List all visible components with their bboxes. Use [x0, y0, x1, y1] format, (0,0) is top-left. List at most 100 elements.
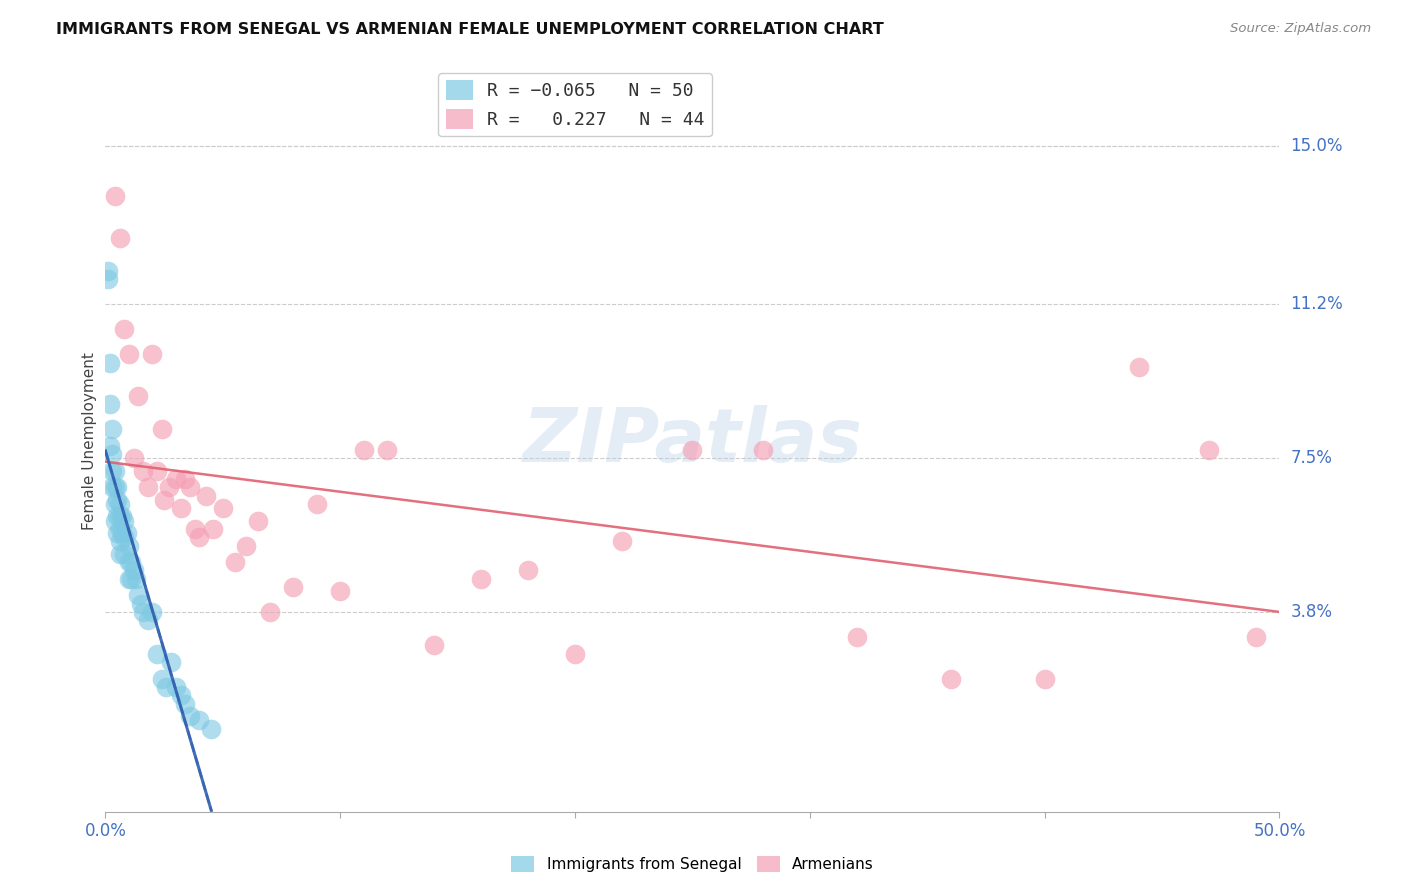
Point [118, 539, 141, 553]
Point [104, 189, 127, 203]
Point [132, 464, 155, 478]
Point [141, 605, 163, 619]
Point [845, 630, 868, 644]
Point [136, 480, 159, 494]
Point [235, 539, 257, 553]
Text: IMMIGRANTS FROM SENEGAL VS ARMENIAN FEMALE UNEMPLOYMENT CORRELATION CHART: IMMIGRANTS FROM SENEGAL VS ARMENIAN FEMA… [56, 22, 884, 37]
Point [115, 526, 138, 541]
Text: 3.8%: 3.8% [1291, 603, 1333, 621]
Point [195, 489, 218, 503]
Point [423, 638, 446, 652]
Point [97, 264, 120, 278]
Point [101, 447, 124, 461]
Point [247, 514, 270, 528]
Point [211, 501, 233, 516]
Point [564, 647, 586, 661]
Point [470, 572, 492, 586]
Point [155, 680, 177, 694]
Point [127, 389, 149, 403]
Point [122, 564, 145, 578]
Point [118, 555, 141, 569]
Point [108, 547, 131, 561]
Point [174, 472, 197, 486]
Text: Source: ZipAtlas.com: Source: ZipAtlas.com [1230, 22, 1371, 36]
Point [127, 589, 149, 603]
Point [108, 231, 131, 245]
Point [1128, 359, 1150, 374]
Point [104, 497, 127, 511]
Point [105, 526, 128, 541]
Point [105, 480, 128, 494]
Point [1244, 630, 1267, 644]
Point [188, 713, 211, 727]
Point [112, 514, 135, 528]
Point [136, 614, 159, 628]
Point [108, 522, 131, 536]
Point [125, 572, 148, 586]
Point [104, 514, 127, 528]
Point [129, 597, 152, 611]
Point [120, 555, 142, 569]
Point [118, 347, 141, 361]
Point [146, 647, 169, 661]
Point [283, 580, 305, 594]
Point [224, 555, 246, 569]
Point [169, 501, 191, 516]
Text: 11.2%: 11.2% [1291, 295, 1343, 313]
Point [188, 530, 211, 544]
Point [104, 480, 127, 494]
Point [305, 497, 328, 511]
Point [1033, 672, 1056, 686]
Point [111, 526, 134, 541]
Point [122, 451, 145, 466]
Point [112, 530, 135, 544]
Point [183, 522, 205, 536]
Point [150, 422, 173, 436]
Point [752, 442, 775, 457]
Point [165, 680, 187, 694]
Point [329, 584, 352, 599]
Point [174, 697, 197, 711]
Legend: Immigrants from Senegal, Armenians: Immigrants from Senegal, Armenians [505, 850, 880, 878]
Point [101, 480, 124, 494]
Point [104, 464, 127, 478]
Point [98, 355, 121, 369]
Text: 15.0%: 15.0% [1291, 137, 1343, 155]
Point [132, 605, 155, 619]
Point [101, 422, 124, 436]
Point [179, 709, 201, 723]
Point [98, 439, 121, 453]
Point [681, 442, 703, 457]
Point [157, 480, 180, 494]
Point [105, 509, 128, 524]
Point [108, 534, 131, 549]
Point [111, 509, 134, 524]
Y-axis label: Female Unemployment: Female Unemployment [82, 352, 97, 531]
Point [108, 497, 131, 511]
Point [98, 397, 121, 411]
Point [517, 564, 540, 578]
Point [146, 464, 169, 478]
Point [112, 322, 135, 336]
Point [141, 347, 163, 361]
Point [112, 547, 135, 561]
Point [200, 722, 222, 736]
Point [202, 522, 225, 536]
Point [120, 572, 142, 586]
Point [1198, 442, 1220, 457]
Point [165, 472, 187, 486]
Point [169, 688, 191, 702]
Point [353, 442, 375, 457]
Point [150, 672, 173, 686]
Point [375, 442, 398, 457]
Point [153, 492, 176, 507]
Point [179, 480, 201, 494]
Point [939, 672, 962, 686]
Point [97, 272, 120, 286]
Text: 7.5%: 7.5% [1291, 450, 1333, 467]
Point [105, 492, 128, 507]
Point [101, 464, 124, 478]
Point [610, 534, 633, 549]
Point [160, 655, 183, 669]
Text: ZIPatlas: ZIPatlas [523, 405, 862, 478]
